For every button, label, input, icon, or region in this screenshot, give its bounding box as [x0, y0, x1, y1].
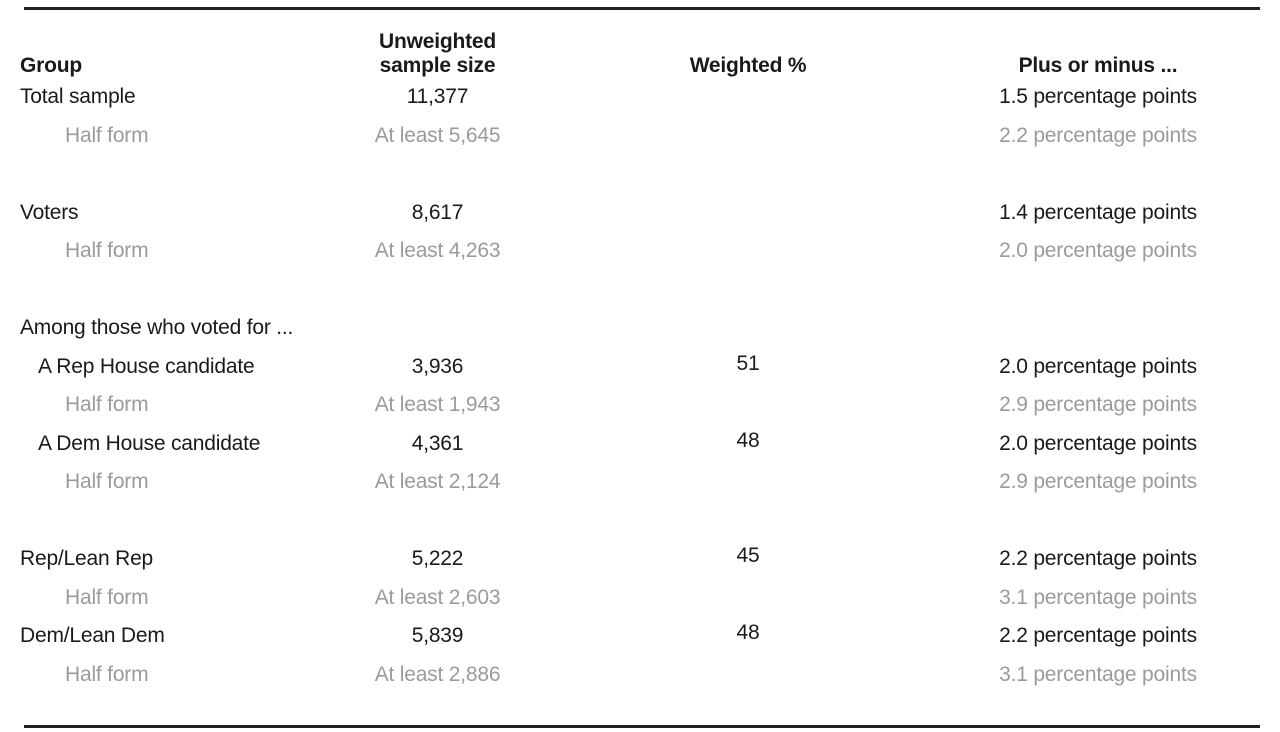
group-cell: A Rep House candidate	[38, 354, 255, 378]
table-row-rep-house-candidate: A Rep House candidate 3,936 51 2.0 perce…	[20, 348, 1260, 387]
header-unweighted-line1: Unweighted	[379, 30, 496, 53]
group-cell: Rep/Lean Rep	[20, 547, 154, 571]
sample-size-cell: 4,361	[411, 431, 464, 455]
sample-size-table: Group Unweighted sample size Weighted % …	[20, 0, 1260, 694]
group-cell: Half form	[65, 585, 149, 609]
table-row-dem-house-candidate: A Dem House candidate 4,361 48 2.0 perce…	[20, 425, 1260, 464]
group-cell: Voters	[20, 200, 79, 224]
table-row-half-form: Half form At least 1,943 2.9 percentage …	[20, 386, 1260, 425]
moe-cell: 3.1 percentage points	[999, 585, 1197, 609]
header-unweighted-sample-size: Unweighted sample size	[315, 30, 560, 78]
section-gap	[20, 271, 1260, 310]
sample-size-cell: At least 2,603	[374, 585, 501, 609]
moe-cell: 2.2 percentage points	[999, 547, 1197, 571]
sample-size-cell: 3,936	[411, 354, 464, 378]
table-row-half-form: Half form At least 2,124 2.9 percentage …	[20, 463, 1260, 502]
table-row-rep-lean-rep: Rep/Lean Rep 5,222 45 2.2 percentage poi…	[20, 540, 1260, 579]
sample-size-cell: 11,377	[406, 85, 469, 109]
moe-cell: 2.2 percentage points	[999, 123, 1197, 147]
group-cell: Half form	[65, 662, 149, 686]
moe-cell: 2.0 percentage points	[999, 354, 1197, 378]
top-rule	[24, 7, 1260, 10]
weighted-cell: 51	[736, 351, 760, 375]
weighted-cell: 48	[736, 621, 760, 645]
moe-cell: 1.5 percentage points	[999, 85, 1197, 109]
sample-size-cell: 8,617	[411, 200, 464, 224]
group-cell: Half form	[65, 393, 149, 417]
group-cell: Half form	[65, 470, 149, 494]
group-cell: Half form	[65, 123, 149, 147]
section-gap	[20, 502, 1260, 541]
moe-cell: 3.1 percentage points	[999, 662, 1197, 686]
group-cell: Dem/Lean Dem	[20, 624, 165, 648]
table-row-half-form: Half form At least 2,886 3.1 percentage …	[20, 656, 1260, 695]
table-row-half-form: Half form At least 5,645 2.2 percentage …	[20, 117, 1260, 156]
table-row-dem-lean-dem: Dem/Lean Dem 5,839 48 2.2 percentage poi…	[20, 617, 1260, 656]
moe-cell: 2.0 percentage points	[999, 239, 1197, 263]
sample-size-cell: 5,222	[411, 547, 464, 571]
header-unweighted-line2: sample size	[379, 54, 496, 77]
header-plus-or-minus: Plus or minus ...	[1018, 54, 1178, 77]
header-group: Group	[20, 54, 82, 77]
group-cell: Half form	[65, 239, 149, 263]
weighted-cell: 48	[736, 428, 760, 452]
sample-size-cell: At least 1,943	[374, 393, 501, 417]
section-gap	[20, 155, 1260, 194]
header-weighted-pct: Weighted %	[689, 54, 807, 77]
table-section-among-voted-for: Among those who voted for ...	[20, 309, 1260, 348]
table-row-half-form: Half form At least 4,263 2.0 percentage …	[20, 232, 1260, 271]
group-cell: A Dem House candidate	[38, 431, 261, 455]
sample-size-cell: 5,839	[411, 624, 464, 648]
moe-cell: 2.9 percentage points	[999, 393, 1197, 417]
moe-cell: 2.2 percentage points	[999, 624, 1197, 648]
table-row-total-sample: Total sample 11,377 1.5 percentage point…	[20, 78, 1260, 117]
moe-cell: 1.4 percentage points	[999, 200, 1197, 224]
bottom-rule	[24, 725, 1260, 728]
sample-size-cell: At least 2,124	[374, 470, 501, 494]
sample-size-cell: At least 5,645	[374, 123, 501, 147]
table-row-voters: Voters 8,617 1.4 percentage points	[20, 194, 1260, 233]
section-label: Among those who voted for ...	[20, 316, 294, 340]
table-header-row: Group Unweighted sample size Weighted % …	[20, 0, 1260, 78]
group-cell: Total sample	[20, 85, 136, 109]
table-row-half-form: Half form At least 2,603 3.1 percentage …	[20, 579, 1260, 618]
weighted-cell: 45	[736, 544, 760, 568]
moe-cell: 2.0 percentage points	[999, 431, 1197, 455]
sample-size-cell: At least 4,263	[374, 239, 501, 263]
moe-cell: 2.9 percentage points	[999, 470, 1197, 494]
sample-size-cell: At least 2,886	[374, 662, 501, 686]
